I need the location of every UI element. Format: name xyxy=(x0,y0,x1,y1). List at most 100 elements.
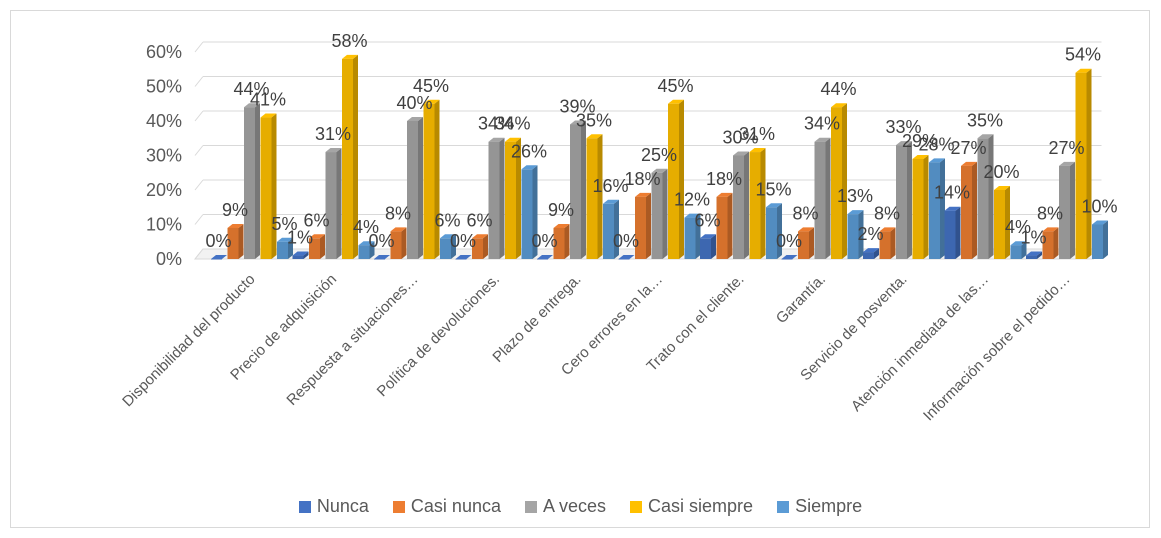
bar-front xyxy=(1026,255,1037,259)
bar-top xyxy=(961,161,977,166)
bar-side xyxy=(777,203,782,259)
legend-label: Casi nunca xyxy=(410,496,501,516)
bar-front xyxy=(831,107,842,259)
bar-nunca xyxy=(700,234,716,259)
bar-front xyxy=(342,58,353,260)
bar-side xyxy=(238,223,244,259)
bar-a-veces xyxy=(814,137,831,259)
bar-top xyxy=(831,103,847,108)
data-label: 0% xyxy=(205,231,231,251)
data-label: 27% xyxy=(1048,138,1084,158)
bar-top xyxy=(766,203,782,208)
bar-side xyxy=(874,248,879,259)
legend-label: A veces xyxy=(542,496,607,516)
legend: Nunca Casi nunca A veces Casi siempre Siempr… xyxy=(0,496,1161,517)
y-axis-ticks: 0% 10% 20% 30% 40% 50% 60% xyxy=(146,42,182,269)
gridline-side xyxy=(194,214,204,225)
bar-top xyxy=(1092,220,1108,225)
bar-top xyxy=(472,234,488,239)
bar-siempre xyxy=(1010,241,1027,259)
data-label: 13% xyxy=(837,186,873,206)
bar-a-veces xyxy=(407,117,423,259)
bar-top xyxy=(1059,161,1075,166)
data-label: 6% xyxy=(694,210,720,230)
bar-front xyxy=(749,152,761,259)
bar-side xyxy=(1053,227,1059,259)
bar-casi-nunca xyxy=(1042,227,1059,259)
bar-front xyxy=(1075,72,1087,259)
bar-side xyxy=(1086,68,1092,259)
gridline-side xyxy=(194,145,204,156)
legend-label: Siempre xyxy=(795,496,863,516)
bar-side xyxy=(858,210,864,259)
bar-top xyxy=(977,134,994,139)
bar-top xyxy=(390,227,407,232)
bar-nunca xyxy=(944,206,961,259)
data-label: 8% xyxy=(792,203,818,223)
bar-side xyxy=(744,151,749,259)
data-label: 12% xyxy=(674,190,710,210)
bar-top xyxy=(455,255,472,259)
bar-front xyxy=(618,259,630,260)
legend-swatch xyxy=(630,500,643,513)
bar-front xyxy=(1059,165,1070,259)
bar-casi-siempre xyxy=(668,99,684,259)
bar-nunca xyxy=(781,255,798,260)
bar-front xyxy=(798,231,809,259)
bar-top xyxy=(358,241,375,246)
data-label: 30% xyxy=(722,128,758,148)
legend-item: Nunca xyxy=(298,496,369,517)
bar-a-veces xyxy=(1059,161,1075,259)
bar-top xyxy=(1075,68,1092,73)
legend-swatch xyxy=(777,500,790,513)
category-label: Garantía. xyxy=(773,271,829,327)
bar-front xyxy=(896,145,907,259)
data-label: 29% xyxy=(902,131,938,151)
bar-top xyxy=(929,158,945,163)
bar-front xyxy=(423,103,435,259)
bar-side xyxy=(303,251,309,259)
category-label: Atención inmediata de las… xyxy=(848,271,992,415)
bar-front xyxy=(1010,245,1022,259)
bar-front xyxy=(260,117,272,259)
bar-side xyxy=(711,234,716,259)
bar-side xyxy=(369,241,375,259)
bar-front xyxy=(390,231,402,259)
data-label: 34% xyxy=(478,114,514,134)
data-label: 54% xyxy=(1065,45,1101,65)
bar-siempre xyxy=(358,241,375,259)
data-label: 41% xyxy=(250,90,286,110)
bar-a-veces xyxy=(488,137,505,259)
data-label: 44% xyxy=(820,79,856,99)
bar-siempre xyxy=(684,213,701,259)
bar-casi-siempre xyxy=(1075,68,1092,259)
bar-side xyxy=(955,206,961,259)
bar-nunca xyxy=(863,248,879,259)
bar-siempre xyxy=(277,237,293,259)
bar-top xyxy=(603,199,619,204)
bar-front xyxy=(912,158,924,259)
bar-side xyxy=(940,158,945,259)
bar-front xyxy=(1042,231,1054,259)
bar-top xyxy=(798,227,814,232)
bar-top xyxy=(570,120,586,125)
legend-swatch xyxy=(524,500,537,513)
bar-front xyxy=(651,172,663,259)
bar-casi-nunca xyxy=(553,223,570,259)
bar-top xyxy=(505,137,521,142)
bar-top xyxy=(668,99,684,104)
y-tick-label: 20% xyxy=(146,180,182,200)
data-label: 9% xyxy=(222,200,248,220)
data-label: 0% xyxy=(776,231,802,251)
bar-siempre xyxy=(440,234,456,259)
bar-front xyxy=(944,210,956,259)
bar-side xyxy=(646,192,651,259)
bar-front xyxy=(227,227,239,259)
bar-front xyxy=(553,227,565,259)
legend-item: A veces xyxy=(524,496,607,517)
legend-item: Casi siempre xyxy=(630,496,753,517)
gridline-side xyxy=(194,110,204,122)
bar-front xyxy=(537,259,548,260)
bar-top xyxy=(700,234,716,239)
bar-front xyxy=(472,238,483,259)
